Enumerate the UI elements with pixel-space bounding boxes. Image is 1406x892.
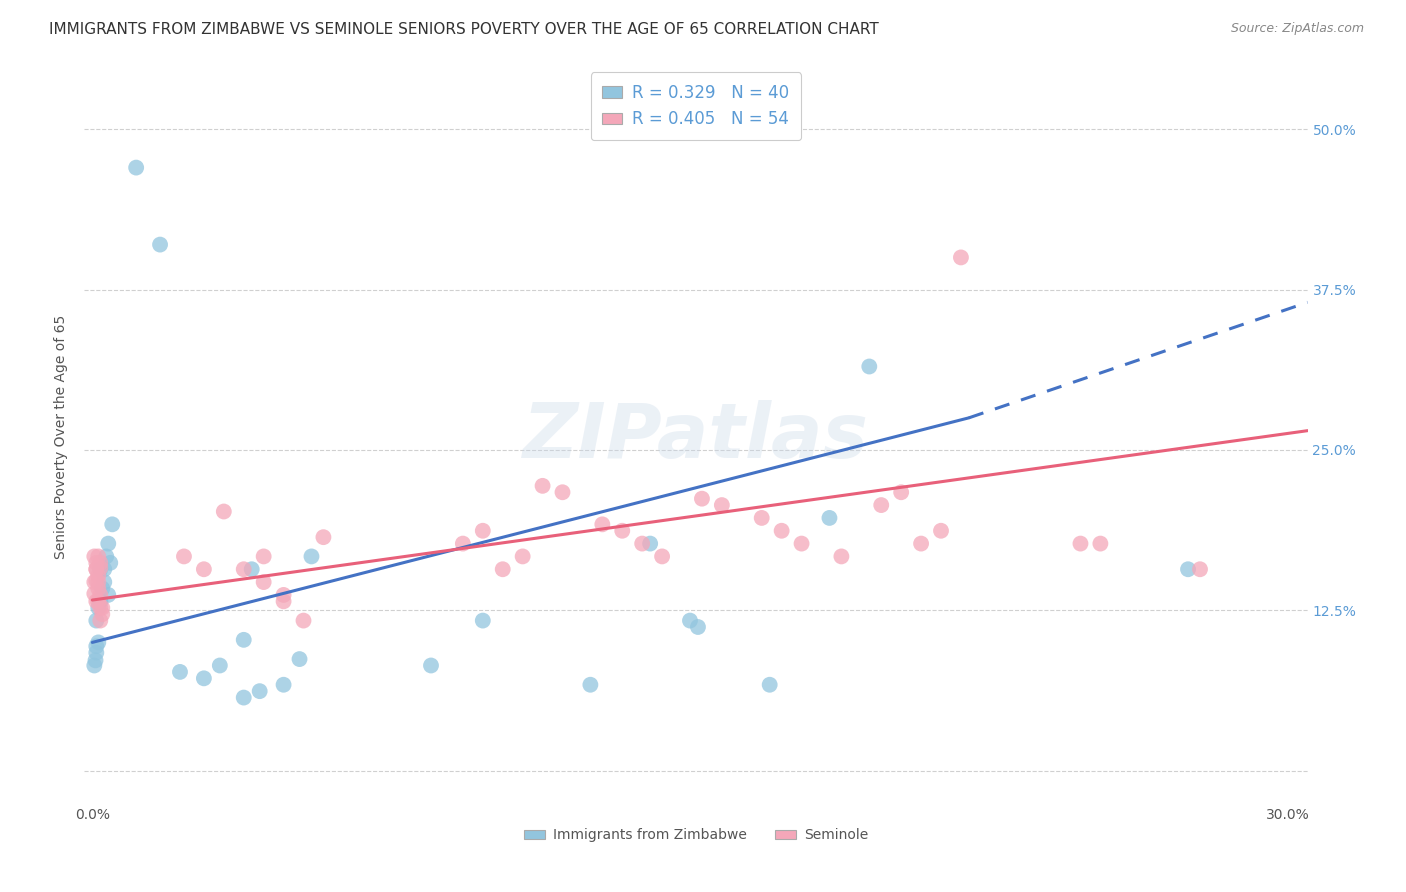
Point: [86, 556, 108, 570]
Point: [89, 588, 111, 602]
Point: [910, 536, 932, 550]
Point: [232, 632, 254, 647]
Point: [193, 671, 215, 685]
Point: [89, 556, 111, 570]
Point: [591, 517, 613, 532]
Point: [173, 549, 195, 564]
Point: [686, 620, 709, 634]
Point: [83, 587, 105, 601]
Point: [273, 594, 295, 608]
Point: [1090, 536, 1112, 550]
Text: Source: ZipAtlas.com: Source: ZipAtlas.com: [1230, 22, 1364, 36]
Point: [125, 161, 148, 175]
Point: [86, 562, 108, 576]
Point: [89, 614, 111, 628]
Point: [1188, 562, 1211, 576]
Point: [89, 562, 111, 576]
Point: [89, 600, 111, 615]
Point: [97, 536, 120, 550]
Point: [232, 690, 254, 705]
Point: [818, 511, 841, 525]
Point: [253, 575, 276, 590]
Point: [710, 498, 733, 512]
Point: [149, 237, 172, 252]
Point: [312, 530, 335, 544]
Point: [249, 684, 271, 698]
Point: [87, 575, 110, 590]
Point: [301, 549, 323, 564]
Point: [93, 575, 115, 590]
Point: [83, 575, 105, 590]
Point: [949, 251, 972, 265]
Point: [96, 549, 118, 564]
Point: [679, 614, 702, 628]
Point: [612, 524, 634, 538]
Point: [451, 536, 474, 550]
Point: [420, 658, 443, 673]
Point: [87, 594, 110, 608]
Point: [84, 653, 107, 667]
Point: [91, 600, 114, 615]
Point: [551, 485, 574, 500]
Point: [89, 594, 111, 608]
Point: [870, 498, 893, 512]
Point: [579, 678, 602, 692]
Point: [86, 614, 108, 628]
Point: [91, 607, 114, 622]
Point: [770, 524, 793, 538]
Point: [86, 639, 108, 653]
Point: [87, 600, 110, 615]
Point: [471, 614, 494, 628]
Point: [91, 582, 114, 596]
Point: [471, 524, 494, 538]
Point: [758, 678, 780, 692]
Legend: Immigrants from Zimbabwe, Seminole: Immigrants from Zimbabwe, Seminole: [516, 820, 876, 851]
Point: [86, 646, 108, 660]
Point: [87, 549, 110, 564]
Point: [292, 614, 315, 628]
Point: [651, 549, 673, 564]
Point: [273, 588, 295, 602]
Point: [212, 504, 235, 518]
Point: [93, 562, 115, 576]
Point: [97, 588, 120, 602]
Point: [87, 635, 110, 649]
Point: [531, 479, 554, 493]
Text: ZIPatlas: ZIPatlas: [523, 401, 869, 474]
Point: [86, 562, 108, 576]
Point: [89, 561, 111, 575]
Point: [858, 359, 880, 374]
Point: [1177, 562, 1199, 576]
Point: [86, 594, 108, 608]
Point: [512, 549, 534, 564]
Point: [273, 678, 295, 692]
Point: [101, 517, 124, 532]
Point: [890, 485, 912, 500]
Point: [751, 511, 773, 525]
Text: IMMIGRANTS FROM ZIMBABWE VS SEMINOLE SENIORS POVERTY OVER THE AGE OF 65 CORRELAT: IMMIGRANTS FROM ZIMBABWE VS SEMINOLE SEN…: [49, 22, 879, 37]
Point: [98, 556, 121, 570]
Point: [929, 524, 952, 538]
Point: [1069, 536, 1091, 550]
Point: [232, 562, 254, 576]
Y-axis label: Seniors Poverty Over the Age of 65: Seniors Poverty Over the Age of 65: [55, 315, 69, 559]
Point: [830, 549, 852, 564]
Point: [87, 568, 110, 582]
Point: [89, 594, 111, 608]
Point: [253, 549, 276, 564]
Point: [638, 536, 661, 550]
Point: [169, 665, 191, 679]
Point: [631, 536, 654, 550]
Point: [193, 562, 215, 576]
Point: [83, 549, 105, 564]
Point: [83, 658, 105, 673]
Point: [208, 658, 231, 673]
Point: [288, 652, 311, 666]
Point: [87, 582, 110, 596]
Point: [690, 491, 713, 506]
Point: [240, 562, 263, 576]
Point: [86, 574, 108, 588]
Point: [790, 536, 813, 550]
Point: [492, 562, 515, 576]
